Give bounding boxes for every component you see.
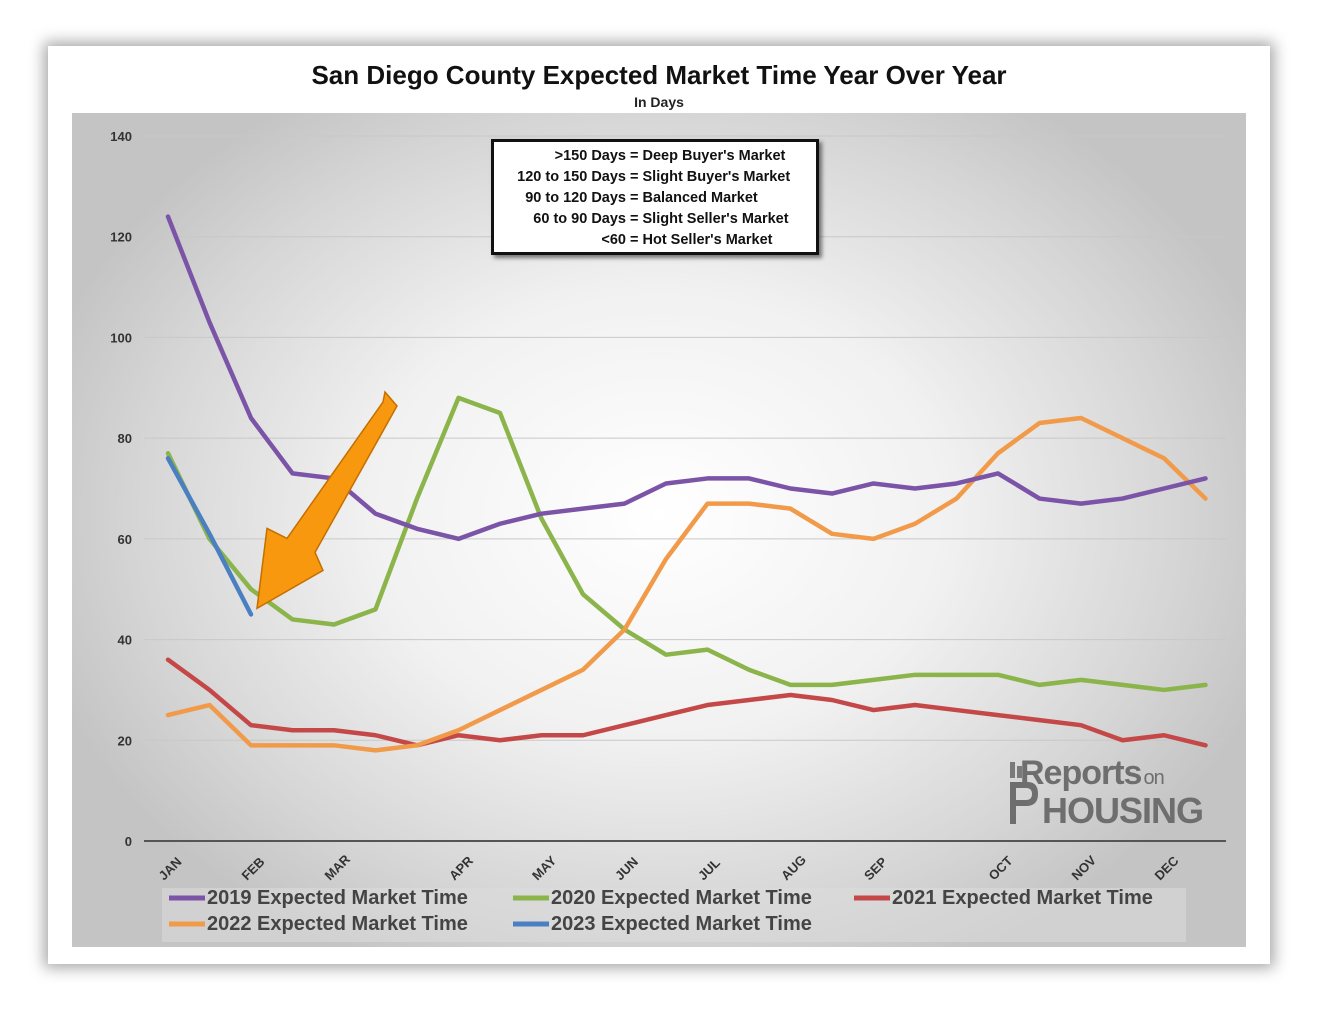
y-tick-label: 80 [118, 431, 132, 446]
legend-background [162, 888, 1186, 942]
legend-label: 2019 Expected Market Time [207, 887, 468, 909]
y-tick-label: 20 [118, 733, 132, 748]
series-line-3 [165, 657, 1208, 748]
x-tick-label: OCT [986, 853, 1016, 883]
x-tick-label: SEP [861, 854, 890, 883]
x-tick-label: JUL [695, 855, 723, 883]
key-row: 120 to 150 Days = Slight Buyer's Market [494, 169, 816, 190]
key-label: = Balanced Market [630, 190, 758, 206]
legend-label: 2023 Expected Market Time [551, 913, 812, 935]
x-tick-label: MAR [322, 851, 354, 883]
annotation-arrow [256, 390, 398, 610]
x-tick-label: DEC [1152, 853, 1182, 883]
series-line-2 [165, 395, 1208, 693]
key-label: = Hot Seller's Market [630, 232, 773, 248]
y-tick-label: 100 [110, 330, 132, 345]
legend-label: 2022 Expected Market Time [207, 913, 468, 935]
y-tick-label: 120 [110, 230, 132, 245]
chart-subtitle: In Days [634, 94, 684, 110]
series-line-4 [165, 415, 1208, 753]
key-row: >150 Days = Deep Buyer's Market [494, 148, 816, 169]
reports-on-housing-logo: Reports on HOUSING [1006, 754, 1216, 834]
key-range: 60 to 90 Days [533, 211, 626, 227]
key-row: <60 = Hot Seller's Market [494, 232, 816, 253]
key-row: 90 to 120 Days = Balanced Market [494, 190, 816, 211]
logo-text-housing: HOUSING [1042, 790, 1204, 831]
key-label: = Slight Buyer's Market [630, 169, 791, 185]
y-tick-label: 40 [118, 633, 132, 648]
series-line-5 [165, 456, 254, 617]
key-range: 90 to 120 Days [525, 190, 626, 206]
x-tick-label: FEB [239, 854, 268, 883]
key-row: 60 to 90 Days = Slight Seller's Market [494, 211, 816, 232]
chart-title: San Diego County Expected Market Time Ye… [311, 60, 1007, 90]
key-label: = Deep Buyer's Market [630, 148, 786, 164]
key-range: <60 [601, 232, 626, 248]
line-chart: 0 20 40 60 80 100 120 140 JAN FEB MAR APR MAY JUN JUL… [110, 129, 1226, 935]
y-tick-label: 60 [118, 532, 132, 547]
x-tick-label: MAY [529, 853, 559, 883]
x-tick-label: NOV [1069, 852, 1100, 883]
y-tick-label: 140 [110, 129, 132, 144]
logo-mark-icon [1010, 762, 1038, 824]
y-tick-label: 0 [125, 834, 132, 849]
legend-label: 2020 Expected Market Time [551, 887, 812, 909]
key-range: >150 Days [554, 148, 626, 164]
key-range: 120 to 150 Days [517, 169, 626, 185]
chart-card: San Diego County Expected Market Time Ye… [48, 46, 1270, 964]
x-tick-label: JUN [612, 854, 641, 883]
x-tick-label: APR [446, 853, 476, 883]
x-tick-label: JAN [156, 854, 185, 883]
legend-label: 2021 Expected Market Time [892, 887, 1153, 909]
x-tick-label: AUG [778, 852, 809, 883]
market-key-box: >150 Days = Deep Buyer's Market 120 to 1… [491, 139, 819, 255]
logo-text-reports: Reports on [1020, 754, 1165, 792]
key-label: = Slight Seller's Market [630, 211, 789, 227]
